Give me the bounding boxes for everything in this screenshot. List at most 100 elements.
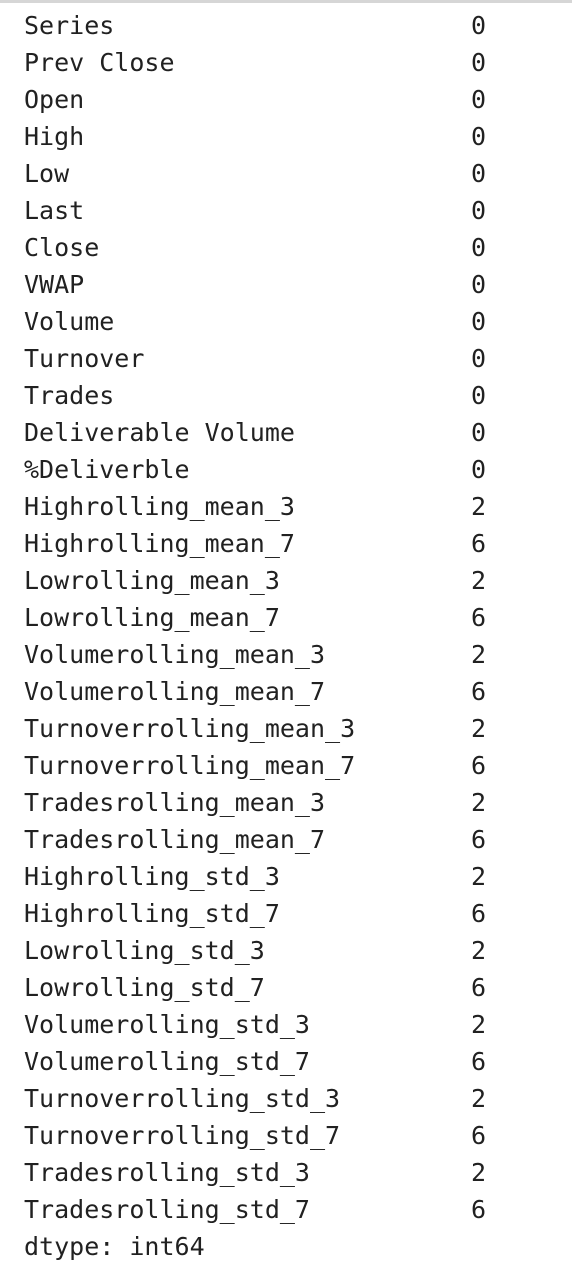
row-label: Lowrolling_mean_7 [24,603,280,632]
row-label: Tradesrolling_mean_3 [24,788,326,817]
row-value: 6 [471,751,487,780]
row-label: Turnoverrolling_mean_7 [24,751,356,780]
output-row: %Deliverble 0 [24,451,564,488]
row-value: 6 [471,1121,487,1150]
output-row: Lowrolling_mean_7 6 [24,599,564,636]
row-label: Volumerolling_mean_7 [24,677,326,706]
output-row: Highrolling_std_7 6 [24,895,564,932]
row-value: 2 [471,492,487,521]
output-row: Low 0 [24,155,564,192]
output-row: Open 0 [24,81,564,118]
output-row: Series 0 [24,7,564,44]
row-value: 6 [471,899,487,928]
output-row: Deliverable Volume 0 [24,414,564,451]
row-label: Deliverable Volume [24,418,295,447]
output-row: Last 0 [24,192,564,229]
row-label: Volumerolling_std_7 [24,1047,310,1076]
row-value: 0 [471,307,487,336]
row-label: Volumerolling_std_3 [24,1010,310,1039]
output-row: Tradesrolling_std_7 6 [24,1191,564,1228]
row-label: Turnoverrolling_mean_3 [24,714,356,743]
row-value: 0 [471,11,487,40]
row-label: Series [24,11,115,40]
output-row: Turnoverrolling_std_7 6 [24,1117,564,1154]
row-value: 2 [471,1158,487,1187]
row-label: Turnoverrolling_std_3 [24,1084,341,1113]
output-row: Highrolling_mean_3 2 [24,488,564,525]
row-value: 0 [471,270,487,299]
row-value: 6 [471,1195,487,1224]
output-row: Turnover 0 [24,340,564,377]
row-label: Volumerolling_mean_3 [24,640,326,669]
output-row: Lowrolling_mean_3 2 [24,562,564,599]
row-value: 0 [471,159,487,188]
output-row: Tradesrolling_mean_3 2 [24,784,564,821]
row-value: 6 [471,677,487,706]
cell-top-border [0,0,572,3]
output-row: Volumerolling_std_3 2 [24,1006,564,1043]
output-row: Lowrolling_std_3 2 [24,932,564,969]
row-value: 2 [471,788,487,817]
row-label: Lowrolling_std_3 [24,936,265,965]
row-label: %Deliverble [24,455,190,484]
row-label: Lowrolling_std_7 [24,973,265,1002]
row-value: 2 [471,936,487,965]
row-label: Last [24,196,85,225]
output-row: Turnoverrolling_mean_3 2 [24,710,564,747]
output-row: Tradesrolling_mean_7 6 [24,821,564,858]
output-row: Highrolling_std_3 2 [24,858,564,895]
row-value: 0 [471,381,487,410]
row-label: Prev Close [24,48,175,77]
cell-output: Series 0 Prev Close 0 Open 0 High 0 Low 0 Last 0 Clo… [24,7,564,1265]
output-row: High 0 [24,118,564,155]
output-row: Turnoverrolling_std_3 2 [24,1080,564,1117]
row-label: Low [24,159,70,188]
row-label: Volume [24,307,115,336]
output-row: Volumerolling_mean_3 2 [24,636,564,673]
row-label: Tradesrolling_std_7 [24,1195,310,1224]
output-row: Close 0 [24,229,564,266]
row-label: Highrolling_std_3 [24,862,280,891]
row-value: 2 [471,862,487,891]
row-value: 2 [471,1010,487,1039]
row-label: Tradesrolling_mean_7 [24,825,326,854]
row-value: 6 [471,529,487,558]
row-value: 0 [471,122,487,151]
row-label: Tradesrolling_std_3 [24,1158,310,1187]
row-value: 0 [471,233,487,262]
row-label: High [24,122,85,151]
output-row: Volumerolling_std_7 6 [24,1043,564,1080]
output-row: Volumerolling_mean_7 6 [24,673,564,710]
row-label: VWAP [24,270,85,299]
row-value: 0 [471,196,487,225]
row-value: 6 [471,1047,487,1076]
output-row: Volume 0 [24,303,564,340]
row-value: 0 [471,418,487,447]
output-row: Trades 0 [24,377,564,414]
row-value: 6 [471,825,487,854]
row-label: Highrolling_mean_7 [24,529,295,558]
row-label: Turnoverrolling_std_7 [24,1121,341,1150]
series-output-rows: Series 0 Prev Close 0 Open 0 High 0 Low 0 Last 0 Clo… [24,7,564,1228]
row-value: 2 [471,566,487,595]
row-value: 0 [471,344,487,373]
row-value: 2 [471,1084,487,1113]
output-row: VWAP 0 [24,266,564,303]
row-value: 0 [471,48,487,77]
row-value: 2 [471,640,487,669]
row-value: 6 [471,603,487,632]
row-label: Turnover [24,344,145,373]
output-row: Highrolling_mean_7 6 [24,525,564,562]
row-value: 0 [471,85,487,114]
row-value: 2 [471,714,487,743]
row-value: 6 [471,973,487,1002]
row-value: 0 [471,455,487,484]
output-row: Turnoverrolling_mean_7 6 [24,747,564,784]
output-row: Tradesrolling_std_3 2 [24,1154,564,1191]
output-row: Prev Close 0 [24,44,564,81]
row-label: Highrolling_mean_3 [24,492,295,521]
row-label: Lowrolling_mean_3 [24,566,280,595]
row-label: Open [24,85,85,114]
row-label: Close [24,233,100,262]
row-label: Highrolling_std_7 [24,899,280,928]
